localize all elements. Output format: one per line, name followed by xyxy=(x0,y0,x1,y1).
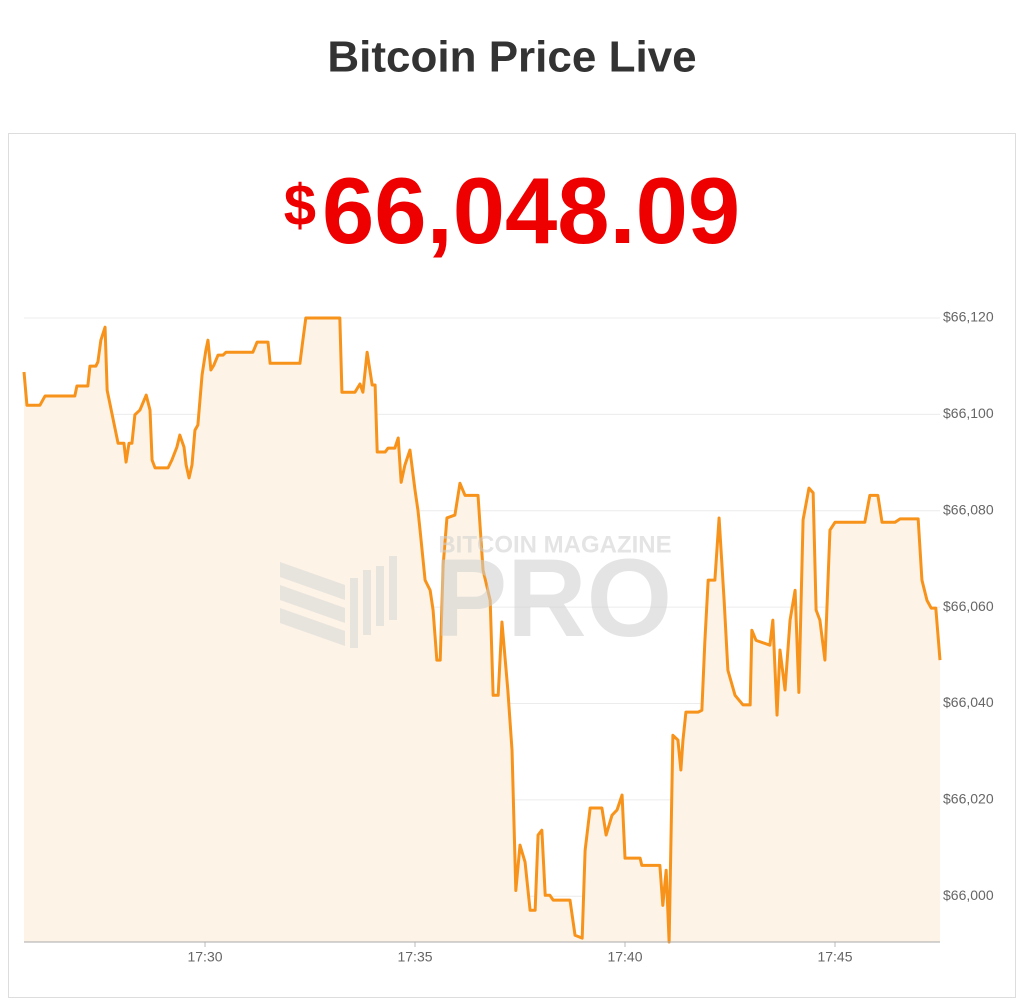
x-tick-label: 17:45 xyxy=(817,949,852,965)
watermark-logo xyxy=(280,608,345,646)
watermark-logo xyxy=(280,585,345,623)
plot-area: $66,000 $66,020 $66,040 $66,060 $66,080 $66,1… xyxy=(22,309,994,965)
x-tick-label: 17:35 xyxy=(397,949,432,965)
currency-symbol: $ xyxy=(284,173,316,238)
area-fill xyxy=(24,317,940,942)
page-title: Bitcoin Price Live xyxy=(327,33,696,82)
watermark-top: BITCOIN MAGAZINE xyxy=(438,531,671,558)
watermark-logo xyxy=(363,570,371,635)
x-tick-label: 17:40 xyxy=(607,949,642,965)
y-tick-label: $66,040 xyxy=(943,694,994,710)
y-tick-label: $66,100 xyxy=(943,405,994,421)
watermark-logo xyxy=(280,562,345,600)
y-tick-label: $66,120 xyxy=(943,309,994,325)
current-price: $66,048.09 xyxy=(284,158,740,263)
watermark-logo xyxy=(389,556,397,620)
watermark: BITCOIN MAGAZINE PRO xyxy=(280,531,672,660)
watermark-main: PRO xyxy=(434,537,672,660)
price-value: 66,048.09 xyxy=(322,158,740,263)
x-tick-label: 17:30 xyxy=(187,949,222,965)
y-tick-label: $66,060 xyxy=(943,598,994,614)
y-tick-label: $66,020 xyxy=(943,791,994,807)
price-line xyxy=(22,316,942,944)
watermark-logo xyxy=(350,578,358,648)
y-tick-label: $66,000 xyxy=(943,887,994,903)
watermark-logo xyxy=(376,566,384,626)
y-tick-label: $66,080 xyxy=(943,501,994,517)
